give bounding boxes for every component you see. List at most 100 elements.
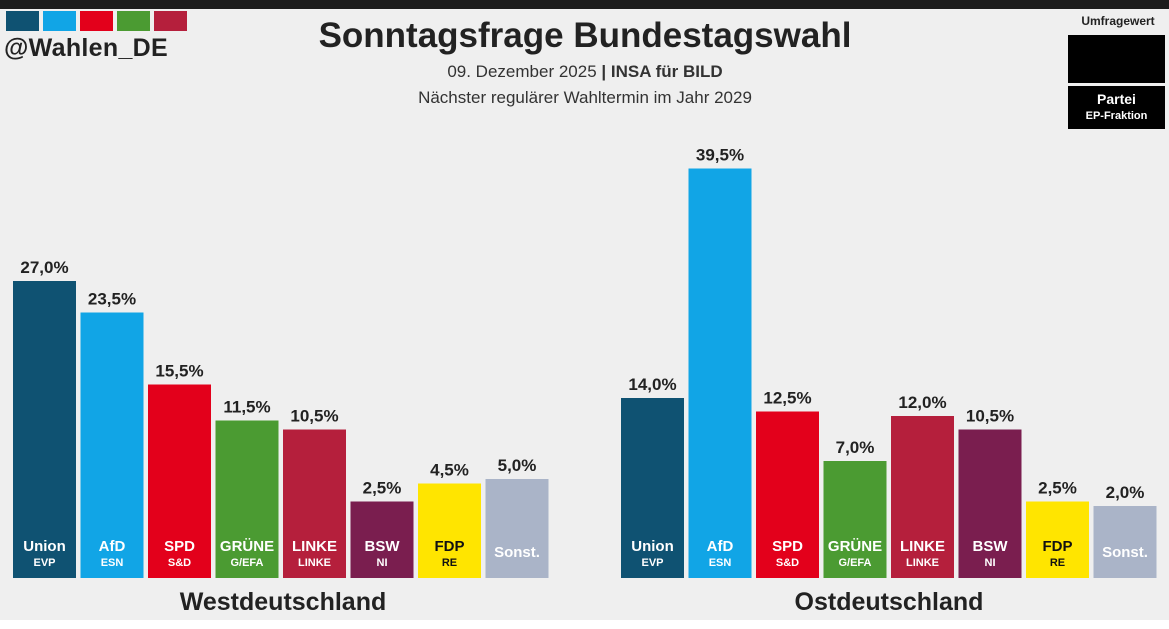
party-label-box <box>688 524 752 578</box>
faction-label: G/EFA <box>230 557 263 569</box>
faction-label: EVP <box>641 557 663 569</box>
legend-party-box: Partei EP-Fraktion <box>1068 86 1165 129</box>
faction-label: RE <box>442 557 457 569</box>
chart-title: Sonntagsfrage Bundestagswahl <box>318 16 852 55</box>
value-label: 39,5% <box>696 146 744 165</box>
party-label-box <box>13 524 76 578</box>
faction-label: LINKE <box>906 557 939 569</box>
party-label-box <box>621 524 684 578</box>
legend-value-box <box>1068 35 1165 83</box>
color-swatch <box>43 11 76 31</box>
subtitle-separator: | <box>601 62 607 81</box>
faction-label: S&D <box>168 557 191 569</box>
party-label-box <box>418 524 481 578</box>
election-note: Nächster regulärer Wahltermin im Jahr 20… <box>418 88 752 107</box>
faction-label: ESN <box>101 557 124 569</box>
party-label-box <box>958 524 1022 578</box>
category-label: FDP <box>435 538 465 555</box>
value-label: 23,5% <box>88 290 136 309</box>
value-label: 10,5% <box>290 407 338 426</box>
category-label: Union <box>631 538 674 555</box>
legend-faction-label: EP-Fraktion <box>1085 110 1148 122</box>
category-label: BSW <box>973 538 1009 555</box>
chart-subtitle: 09. Dezember 2025 | INSA für BILD <box>240 62 930 82</box>
bar-fdp <box>1026 501 1089 524</box>
value-label: 27,0% <box>20 258 68 277</box>
party-label-box <box>1026 524 1089 578</box>
bar-afd <box>80 312 144 524</box>
bar-spd <box>756 411 819 524</box>
party-label-box <box>283 524 346 578</box>
region-title: Ostdeutschland <box>795 588 984 616</box>
value-label: 2,0% <box>1106 483 1145 502</box>
party-label-box <box>485 524 549 578</box>
bar-grne <box>215 420 279 524</box>
bar-fdp <box>418 483 481 524</box>
bar-linke <box>283 429 346 524</box>
faction-label: LINKE <box>298 557 331 569</box>
category-label: FDP <box>1043 538 1073 555</box>
category-label: Union <box>23 538 66 555</box>
value-label: 2,5% <box>1038 479 1077 498</box>
bar-bsw <box>350 501 414 524</box>
bar-spd <box>148 384 211 524</box>
poll-source: INSA für BILD <box>610 62 723 81</box>
party-label-box <box>350 524 414 578</box>
color-swatch <box>154 11 187 31</box>
value-label: 11,5% <box>223 398 270 417</box>
bar-union <box>13 281 76 524</box>
bar-sonst <box>485 479 549 524</box>
category-label: LINKE <box>292 538 337 555</box>
party-label-box <box>823 524 887 578</box>
faction-label: RE <box>1050 557 1065 569</box>
color-swatch <box>117 11 150 31</box>
legend-party-label: Partei <box>1097 91 1136 107</box>
category-label: Sonst. <box>1102 544 1148 561</box>
value-label: 14,0% <box>628 375 676 394</box>
category-label: Sonst. <box>494 544 540 561</box>
color-swatch <box>80 11 113 31</box>
bar-afd <box>688 168 752 524</box>
value-label: 7,0% <box>836 438 875 457</box>
bottom-border <box>0 620 1169 629</box>
bar-bsw <box>958 429 1022 524</box>
party-label-box <box>1093 524 1157 578</box>
faction-label: G/EFA <box>838 557 871 569</box>
category-label: AfD <box>707 538 734 555</box>
party-label-box <box>756 524 819 578</box>
value-label: 4,5% <box>430 461 469 480</box>
value-label: 12,5% <box>763 389 811 408</box>
color-swatch <box>6 11 39 31</box>
value-label: 12,0% <box>898 393 946 412</box>
value-label: 2,5% <box>363 479 402 498</box>
category-label: SPD <box>164 538 195 555</box>
faction-label: ESN <box>709 557 732 569</box>
party-label-box <box>80 524 144 578</box>
value-label: 15,5% <box>155 362 203 381</box>
value-label: 10,5% <box>966 407 1014 426</box>
poll-date: 09. Dezember 2025 <box>447 62 597 81</box>
faction-label: NI <box>377 557 388 569</box>
party-label-box <box>148 524 211 578</box>
category-label: SPD <box>772 538 803 555</box>
faction-label: S&D <box>776 557 799 569</box>
account-handle: @Wahlen_DE <box>4 34 168 62</box>
party-label-box <box>891 524 954 578</box>
region-title: Westdeutschland <box>180 588 387 616</box>
bar-sonst <box>1093 506 1157 524</box>
value-label: 5,0% <box>498 456 537 475</box>
top-border <box>0 0 1169 9</box>
bar-union <box>621 398 684 524</box>
legend-value-label: Umfragewert <box>1081 14 1155 28</box>
category-label: GRÜNE <box>828 538 882 555</box>
category-label: LINKE <box>900 538 945 555</box>
party-label-box <box>215 524 279 578</box>
faction-label: NI <box>985 557 996 569</box>
category-label: AfD <box>99 538 126 555</box>
category-label: GRÜNE <box>220 538 274 555</box>
bar-linke <box>891 416 954 524</box>
bar-grne <box>823 461 887 524</box>
color-swatches <box>6 11 187 31</box>
faction-label: EVP <box>33 557 55 569</box>
